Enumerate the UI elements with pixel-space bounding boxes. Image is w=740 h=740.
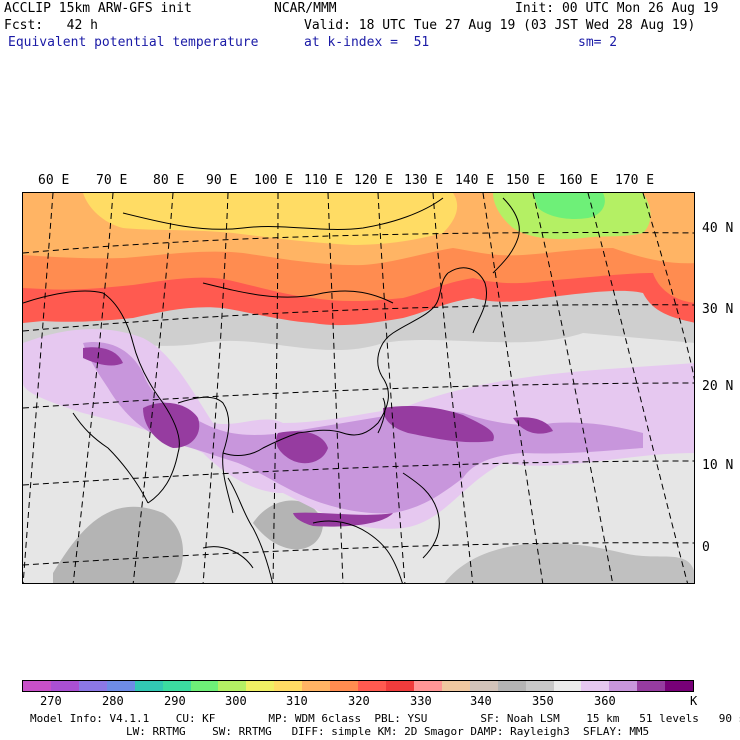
colorbar-swatch xyxy=(385,681,414,691)
init-time: Init: 00 UTC Mon 26 Aug 19 xyxy=(515,1,719,16)
smoothing-label: sm= 2 xyxy=(578,35,618,50)
colorbar-swatch xyxy=(358,681,386,691)
colorbar-swatch xyxy=(637,681,666,691)
lon-label: 170 E xyxy=(615,173,655,188)
colorbar-tick: 310 xyxy=(286,694,308,708)
lon-label: 140 E xyxy=(455,173,495,188)
dark-purple-region xyxy=(383,405,494,443)
colorbar-swatch xyxy=(106,681,135,691)
colorbar-swatch xyxy=(246,681,275,691)
lon-label: 70 E xyxy=(96,173,128,188)
colorbar-tick: 320 xyxy=(348,694,370,708)
colorbar-swatch xyxy=(497,681,526,691)
lon-label: 160 E xyxy=(559,173,599,188)
lat-label: 0 xyxy=(702,540,710,555)
colorbar-tick: 280 xyxy=(102,694,124,708)
dark-purple-region xyxy=(513,417,553,434)
colorbar-tick: 340 xyxy=(470,694,492,708)
colorbar-swatch xyxy=(302,681,331,691)
model-info-line: Model Info: V4.1.1 CU: KF MP: WDM 6class… xyxy=(30,712,740,725)
colorbar-swatch xyxy=(553,681,582,691)
colorbar-swatch xyxy=(162,681,191,691)
lon-label: 80 E xyxy=(153,173,185,188)
colorbar-tick: 350 xyxy=(532,694,554,708)
colorbar-tick: 270 xyxy=(40,694,62,708)
physics-info-line: LW: RRTMG SW: RRTMG DIFF: simple KM: 2D … xyxy=(126,725,650,738)
gray-patch xyxy=(444,543,694,583)
coastlines xyxy=(23,197,520,583)
gray-patch xyxy=(53,506,183,583)
colorbar-swatch xyxy=(134,681,163,691)
yellow-region xyxy=(83,193,458,245)
bright-green-region xyxy=(533,193,605,219)
colorbar-swatch xyxy=(330,681,359,691)
colorbar-tick: 330 xyxy=(410,694,432,708)
colorbar-unit: K xyxy=(690,694,698,708)
colorbar-tick: 290 xyxy=(164,694,186,708)
level-index: at k-index = 51 xyxy=(304,35,430,50)
lon-label: 90 E xyxy=(206,173,238,188)
lon-label: 150 E xyxy=(506,173,546,188)
lat-label: 30 N xyxy=(702,302,734,317)
lat-label: 40 N xyxy=(702,221,734,236)
colorbar-swatch xyxy=(413,681,442,691)
lon-label: 60 E xyxy=(38,173,70,188)
colorbar-swatch xyxy=(609,681,638,691)
lon-label: 110 E xyxy=(304,173,344,188)
dark-purple-region xyxy=(276,431,328,464)
forecast-hour: Fcst: 42 h xyxy=(4,18,98,33)
dark-purple-region xyxy=(83,347,123,366)
colorbar-swatch xyxy=(665,681,694,691)
lon-label: 130 E xyxy=(404,173,444,188)
valid-time: Valid: 18 UTC Tue 27 Aug 19 (03 JST Wed … xyxy=(304,18,696,33)
dark-purple-region xyxy=(143,402,200,448)
colorbar-swatch xyxy=(581,681,610,691)
theta-e-map xyxy=(22,192,695,584)
lat-label: 10 N xyxy=(702,458,734,473)
lat-label: 20 N xyxy=(702,379,734,394)
colorbar-swatch xyxy=(274,681,303,691)
dark-purple-region xyxy=(293,512,393,527)
purple-region xyxy=(83,342,643,514)
lon-label: 100 E xyxy=(254,173,294,188)
colorbar-tick: 300 xyxy=(225,694,247,708)
colorbar-swatch xyxy=(23,681,51,691)
lon-label: 120 E xyxy=(354,173,394,188)
field-name: Equivalent potential temperature xyxy=(8,35,259,50)
colorbar-swatch xyxy=(441,681,470,691)
colorbar-swatch xyxy=(525,681,554,691)
model-title: ACCLIP 15km ARW-GFS init xyxy=(4,1,192,16)
colorbar-swatch xyxy=(218,681,247,691)
colorbar-swatch xyxy=(50,681,79,691)
graticule xyxy=(23,193,694,583)
colorbar-swatch xyxy=(469,681,498,691)
colorbar-swatch xyxy=(190,681,219,691)
colorbar-swatch xyxy=(78,681,107,691)
colorbar-tick: 360 xyxy=(594,694,616,708)
organization-label: NCAR/MMM xyxy=(274,1,337,16)
colorbar xyxy=(22,680,694,692)
